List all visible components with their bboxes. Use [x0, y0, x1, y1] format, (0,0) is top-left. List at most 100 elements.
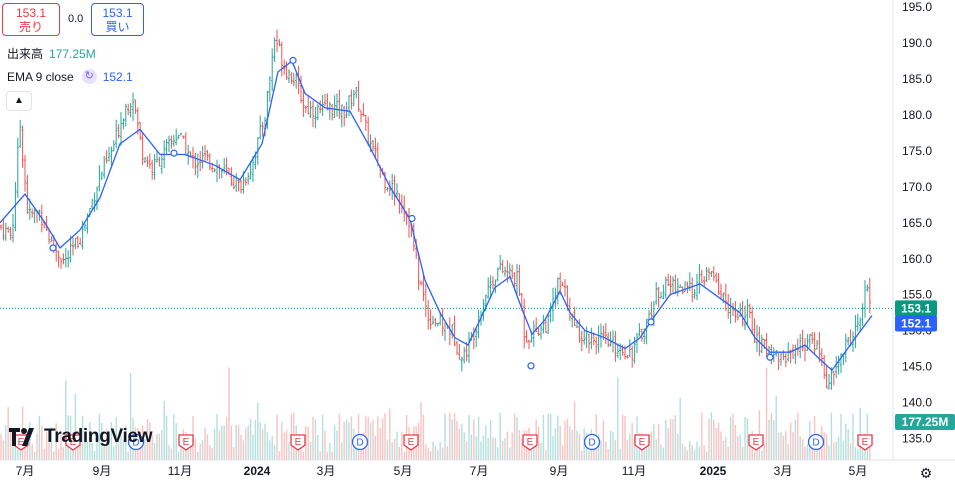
refresh-icon[interactable]: ↻ — [81, 69, 97, 84]
volume-bar — [189, 438, 192, 460]
volume-bar — [139, 447, 141, 460]
ohlc-bar — [64, 248, 67, 268]
ohlc-bar — [443, 322, 447, 341]
volume-bar — [439, 442, 441, 460]
volume-bar — [818, 443, 821, 460]
volume-bar — [372, 420, 374, 460]
ohlc-bar — [527, 339, 531, 350]
volume-bar — [732, 414, 734, 460]
collapse-legend-button[interactable]: ▲ — [6, 91, 32, 111]
volume-bar — [842, 440, 845, 460]
volume-bar — [737, 436, 739, 460]
chevron-up-icon: ▲ — [14, 95, 24, 106]
volume-bar — [477, 416, 480, 460]
volume-bar — [643, 442, 645, 460]
current-price-tag-text: 153.1 — [901, 301, 931, 315]
volume-bar — [470, 434, 473, 460]
volume-bar — [458, 428, 461, 460]
dividend-marker: D — [583, 433, 601, 451]
ohlc-bar — [170, 135, 173, 149]
ohlc-bar — [859, 317, 862, 332]
ohlc-bar — [811, 331, 814, 344]
time-axis[interactable]: 7月 9月 11月 2024 3月 5月 7月 9月 11月 2025 3月 5月 — [0, 459, 955, 478]
ohlc-bar — [278, 39, 281, 47]
ohlc-bar — [676, 277, 679, 297]
ema-marker — [647, 318, 655, 326]
ohlc-bar — [333, 95, 336, 118]
volume-bar — [475, 436, 477, 460]
ohlc-bar — [165, 139, 168, 155]
time-tick-label: 11月 — [168, 464, 192, 478]
buy-button[interactable]: 153.1 買い — [91, 3, 144, 36]
dividend-circle — [127, 433, 145, 451]
ohlc-bar — [287, 69, 291, 83]
ohlc-bar — [196, 153, 199, 178]
ohlc-bar — [335, 93, 339, 117]
volume-bar — [377, 416, 379, 460]
ohlc-bar — [355, 86, 358, 99]
ohlc-bar — [119, 112, 123, 146]
ohlc-bar — [275, 29, 279, 53]
ohlc-bar — [657, 286, 660, 308]
current-price-tag: 153.1 — [895, 300, 937, 317]
ohlc-bar — [124, 103, 127, 127]
price-axis[interactable]: 135.0140.0145.0150.0155.0160.0165.0170.0… — [892, 0, 932, 460]
ohlc-bar — [175, 128, 178, 146]
volume-bar — [794, 419, 797, 460]
ohlc-bar — [854, 315, 857, 349]
volume-bar — [633, 435, 636, 460]
volume-bar — [103, 445, 105, 460]
earnings-letter: E — [862, 437, 869, 448]
gear-icon[interactable]: ⚙ — [919, 465, 933, 481]
ohlc-bar — [818, 332, 821, 363]
ohlc-bar — [249, 161, 252, 180]
volume-bar — [715, 427, 717, 460]
ohlc-bar — [134, 99, 137, 114]
volume-bar — [720, 431, 722, 460]
volume-bar — [725, 436, 727, 460]
volume-bar — [456, 420, 458, 460]
tradingview-logo[interactable]: TradingView — [9, 426, 153, 448]
ema-marker — [766, 353, 774, 361]
earnings-flag — [290, 434, 306, 451]
volume-bar — [734, 424, 737, 460]
volume-bar — [209, 445, 211, 460]
time-tick-label: 3月 — [774, 464, 793, 478]
ohlc-bar — [827, 373, 831, 390]
volume-bar — [444, 413, 446, 460]
ohlc-bar — [599, 323, 603, 348]
volume-legend[interactable]: 出来高 177.25M — [7, 45, 96, 62]
time-tick-label: 9月 — [93, 464, 112, 478]
volume-bar — [144, 438, 146, 460]
ohlc-bar — [244, 177, 247, 186]
volume-bar — [453, 413, 456, 460]
ohlc-bar — [494, 279, 497, 294]
volume-bar — [432, 441, 434, 460]
dividend-circle — [807, 433, 825, 451]
ema-marker — [527, 362, 535, 370]
volume-bar — [785, 430, 787, 460]
ohlc-bar — [143, 157, 147, 164]
price-tick-label: 145.0 — [902, 360, 932, 374]
volume-bar — [801, 438, 804, 460]
volume-bar — [276, 414, 278, 460]
ohlc-bar — [830, 367, 833, 390]
volume-bar — [252, 434, 254, 460]
ema-value-tag: 152.1 — [895, 315, 937, 332]
ohlc-bar — [407, 208, 411, 238]
ohlc-bar — [391, 173, 394, 200]
ohlc-bar — [724, 283, 727, 312]
volume-bar — [609, 430, 612, 460]
ohlc-bar — [491, 276, 495, 290]
ohlc-bar — [199, 150, 202, 172]
volume-bar — [518, 430, 521, 460]
volume-bar — [823, 432, 825, 460]
volume-bar — [17, 442, 19, 460]
volume-bar — [175, 423, 177, 460]
ohlc-bar — [259, 115, 262, 140]
ohlc-bar — [693, 288, 696, 299]
sell-button[interactable]: 153.1 売り — [2, 3, 60, 36]
ema-legend[interactable]: EMA 9 close ↻ 152.1 — [7, 69, 133, 84]
